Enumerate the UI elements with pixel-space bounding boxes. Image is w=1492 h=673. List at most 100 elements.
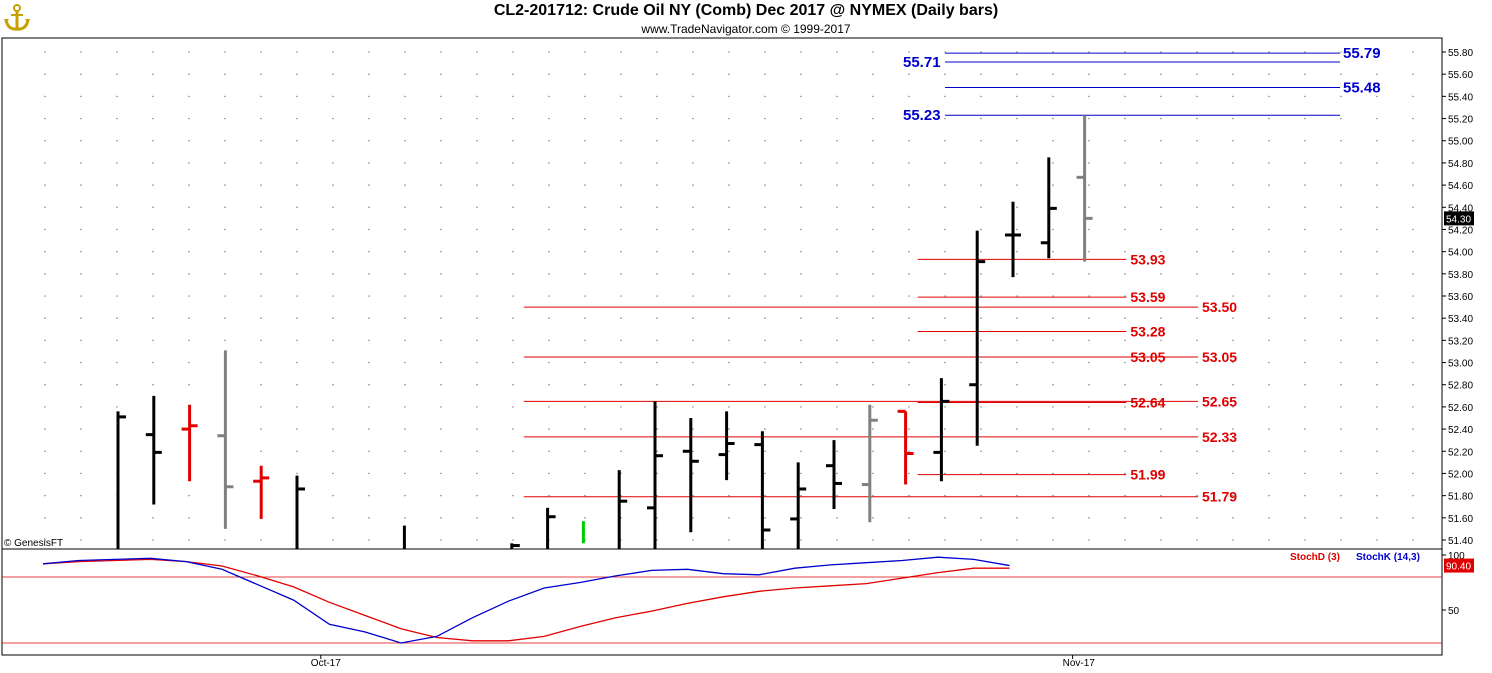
grid-dot: [80, 273, 82, 275]
anchor-logo-icon[interactable]: [2, 2, 32, 32]
grid-dot: [800, 383, 802, 386]
grid-dot: [116, 406, 118, 408]
grid-dot: [224, 117, 226, 120]
grid-dot: [728, 228, 730, 231]
grid-dot: [836, 95, 838, 98]
grid-dot: [836, 162, 838, 164]
grid-dot: [1340, 184, 1342, 186]
grid-dot: [1232, 250, 1234, 253]
grid-dot: [332, 472, 334, 475]
grid-dot: [224, 295, 226, 297]
grid-dot: [44, 517, 46, 519]
grid-dot: [692, 73, 694, 75]
grid-dot: [296, 339, 298, 342]
grid-dot: [1268, 73, 1270, 75]
grid-dot: [188, 361, 190, 364]
y-tick-label: 52.00: [1448, 469, 1473, 480]
grid-dot: [764, 206, 766, 209]
grid-dot: [980, 539, 982, 541]
grid-dot: [440, 339, 442, 342]
grid-dot: [1196, 494, 1198, 497]
grid-dot: [728, 428, 730, 430]
grid-dot: [908, 250, 910, 253]
grid-dot: [188, 517, 190, 519]
grid-dot: [1196, 228, 1198, 231]
grid-dot: [368, 428, 370, 430]
grid-dot: [404, 250, 406, 253]
grid-dot: [512, 517, 514, 519]
stoch-d-line[interactable]: [42, 558, 1010, 642]
grid-dot: [1268, 295, 1270, 297]
grid-dot: [1124, 361, 1126, 364]
grid-dot: [368, 539, 370, 541]
grid-dot: [764, 51, 766, 53]
grid-dot: [584, 162, 586, 164]
grid-dot: [296, 295, 298, 297]
grid-dot: [1268, 539, 1270, 541]
grid-dot: [944, 317, 946, 319]
grid-dot: [944, 517, 946, 519]
grid-dot: [1268, 517, 1270, 519]
grid-dot: [620, 317, 622, 319]
grid-dot: [872, 539, 874, 541]
grid-dot: [980, 95, 982, 98]
grid-dot: [1088, 406, 1090, 408]
grid-dot: [512, 428, 514, 430]
grid-dot: [764, 228, 766, 231]
grid-dot: [1412, 117, 1414, 120]
grid-dot: [1340, 51, 1342, 53]
grid-dot: [80, 206, 82, 209]
grid-dot: [908, 517, 910, 519]
grid-dot: [260, 139, 262, 142]
grid-dot: [872, 117, 874, 120]
grid-dot: [1160, 295, 1162, 297]
grid-dot: [1052, 317, 1054, 319]
grid-dot: [44, 51, 46, 53]
grid-dot: [296, 273, 298, 275]
grid-dot: [116, 95, 118, 98]
grid-dot: [944, 51, 946, 53]
grid-dot: [116, 162, 118, 164]
grid-dot: [1304, 361, 1306, 364]
stoch-k-line[interactable]: [42, 556, 1010, 644]
grid-dot: [1304, 383, 1306, 386]
grid-dot: [1376, 51, 1378, 53]
grid-dot: [872, 228, 874, 231]
grid-dot: [728, 383, 730, 386]
grid-dot: [260, 250, 262, 253]
grid-dot: [1088, 73, 1090, 75]
grid-dot: [404, 428, 406, 430]
grid-dot: [1160, 73, 1162, 75]
grid-dot: [728, 361, 730, 364]
grid-dot: [404, 162, 406, 164]
grid-dot: [476, 250, 478, 253]
grid-dot: [944, 162, 946, 164]
grid-dot: [656, 428, 658, 430]
grid-dot: [116, 361, 118, 364]
grid-dot: [1412, 162, 1414, 164]
grid-dot: [728, 406, 730, 408]
y-tick-label: 54.80: [1448, 159, 1473, 170]
grid-dot: [188, 250, 190, 253]
grid-dot: [980, 273, 982, 275]
grid-dot: [404, 95, 406, 98]
grid-dot: [296, 139, 298, 142]
grid-dot: [764, 450, 766, 453]
grid-dot: [908, 273, 910, 275]
grid-dot: [188, 206, 190, 209]
y-tick-label: 53.80: [1448, 270, 1473, 281]
grid-dot: [692, 450, 694, 453]
grid-dot: [116, 339, 118, 342]
grid-dot: [584, 472, 586, 475]
grid-dot: [368, 450, 370, 453]
grid-dot: [404, 383, 406, 386]
grid-dot: [584, 250, 586, 253]
red-level-label: 53.59: [1130, 289, 1165, 305]
grid-dot: [908, 95, 910, 98]
grid-dot: [44, 73, 46, 75]
grid-dot: [1268, 273, 1270, 275]
grid-dot: [944, 383, 946, 386]
grid-dot: [80, 73, 82, 75]
y-tick-label: 54.40: [1448, 203, 1473, 214]
